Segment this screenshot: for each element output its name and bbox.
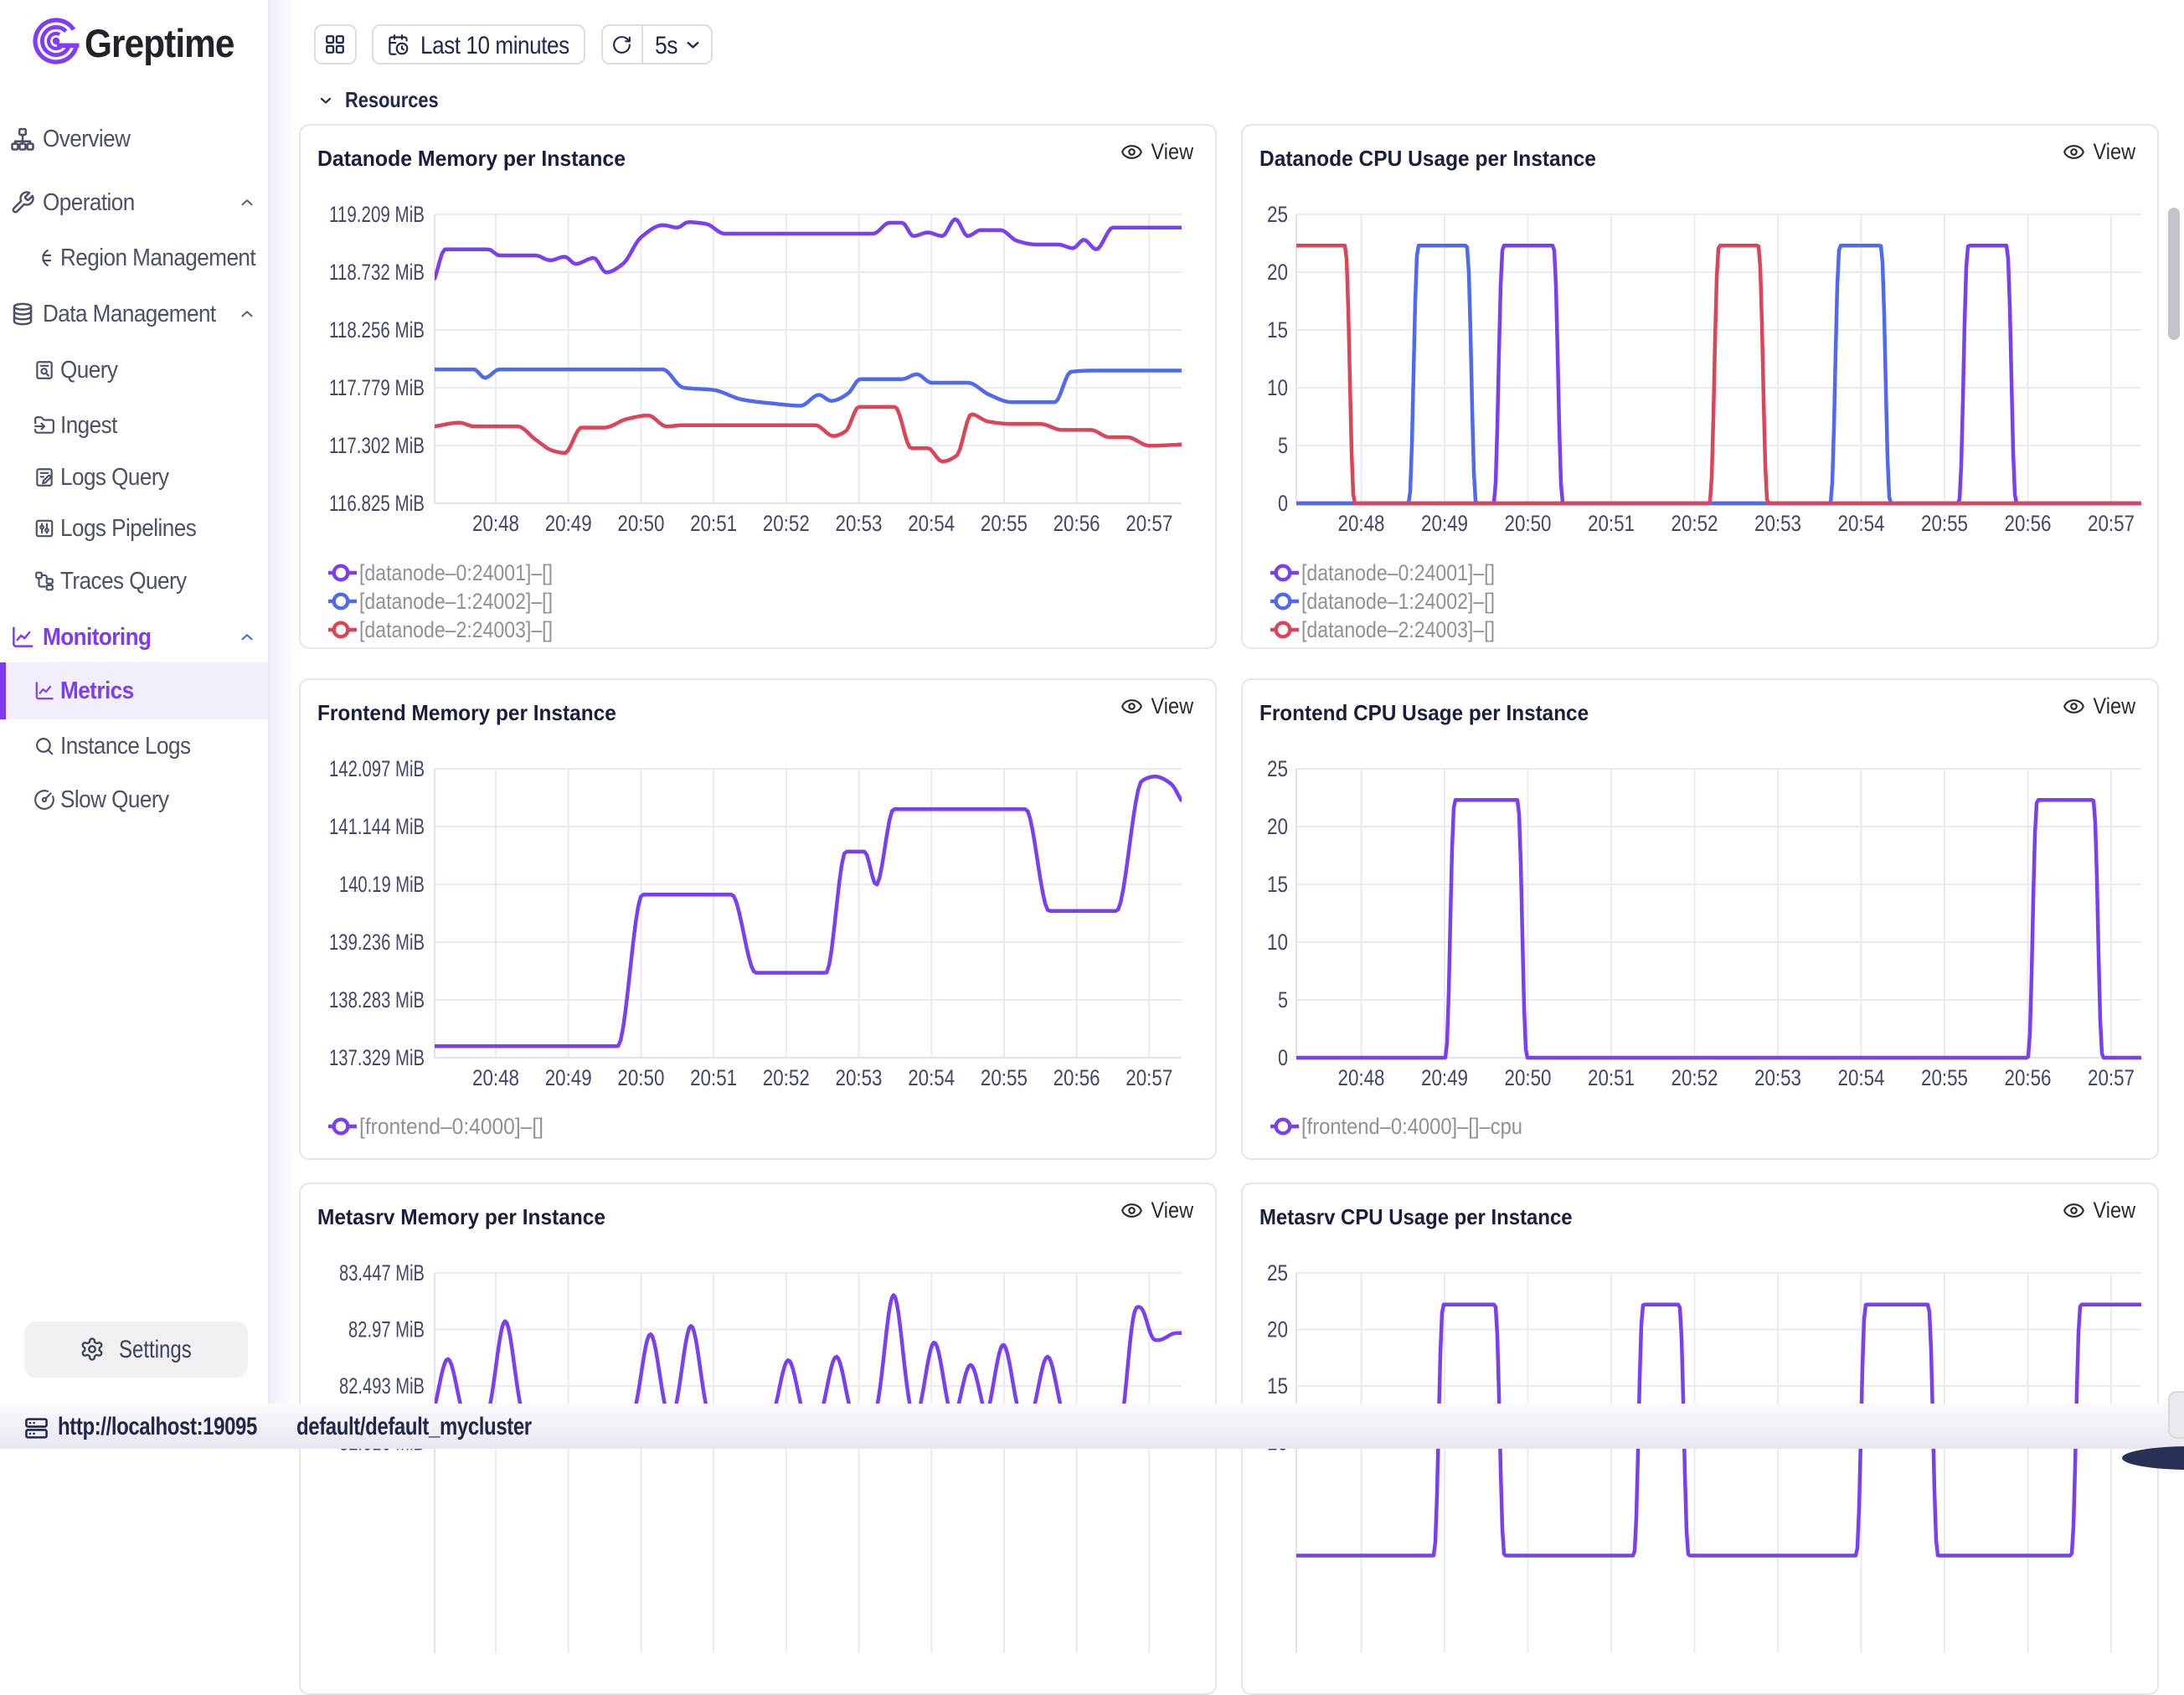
svg-text:20:54: 20:54 <box>908 1065 955 1090</box>
svg-text:139.236 MiB: 139.236 MiB <box>329 930 425 955</box>
svg-text:20:51: 20:51 <box>1588 511 1635 536</box>
svg-text:20:57: 20:57 <box>2088 511 2135 536</box>
svg-text:20:48: 20:48 <box>472 1065 519 1090</box>
svg-text:20:49: 20:49 <box>1421 511 1468 536</box>
svg-text:20:57: 20:57 <box>2088 1065 2135 1090</box>
svg-text:20:52: 20:52 <box>1671 1065 1718 1090</box>
svg-text:20:50: 20:50 <box>617 511 664 536</box>
svg-text:[datanode–1:24002]–[]: [datanode–1:24002]–[] <box>1301 589 1495 614</box>
svg-text:20:55: 20:55 <box>1921 1065 1968 1090</box>
svg-text:20:54: 20:54 <box>908 511 955 536</box>
svg-text:82.493 MiB: 82.493 MiB <box>339 1373 425 1399</box>
svg-text:25: 25 <box>1267 756 1288 781</box>
svg-text:[datanode–0:24001]–[]: [datanode–0:24001]–[] <box>359 560 553 585</box>
svg-text:20:56: 20:56 <box>1053 1065 1100 1090</box>
svg-text:20:55: 20:55 <box>1921 511 1968 536</box>
svg-text:10: 10 <box>1267 375 1288 400</box>
svg-text:20:50: 20:50 <box>1505 1065 1552 1090</box>
svg-text:20:54: 20:54 <box>1838 511 1885 536</box>
svg-text:20:55: 20:55 <box>981 1065 1028 1090</box>
svg-text:15: 15 <box>1267 1373 1288 1399</box>
svg-text:20:56: 20:56 <box>1053 511 1100 536</box>
svg-text:20:51: 20:51 <box>690 1065 737 1090</box>
svg-text:10: 10 <box>1267 930 1288 955</box>
svg-text:117.302 MiB: 117.302 MiB <box>329 433 425 458</box>
svg-text:[datanode–2:24003]–[]: [datanode–2:24003]–[] <box>1301 617 1495 642</box>
svg-text:[datanode–0:24001]–[]: [datanode–0:24001]–[] <box>1301 560 1495 585</box>
svg-text:118.732 MiB: 118.732 MiB <box>329 260 425 285</box>
svg-text:25: 25 <box>1267 202 1288 227</box>
svg-text:142.097 MiB: 142.097 MiB <box>329 756 425 781</box>
svg-text:140.19 MiB: 140.19 MiB <box>339 872 425 897</box>
svg-text:20:53: 20:53 <box>836 1065 883 1090</box>
svg-text:20:57: 20:57 <box>1125 1065 1172 1090</box>
svg-text:0: 0 <box>1278 1045 1288 1070</box>
svg-text:20:48: 20:48 <box>1338 1065 1385 1090</box>
svg-text:[datanode–2:24003]–[]: [datanode–2:24003]–[] <box>359 617 553 642</box>
svg-text:20:49: 20:49 <box>545 1065 592 1090</box>
svg-text:5: 5 <box>1278 987 1288 1012</box>
svg-text:118.256 MiB: 118.256 MiB <box>329 317 425 343</box>
svg-text:[frontend–0:4000]–[]: [frontend–0:4000]–[] <box>359 1114 543 1139</box>
svg-text:20: 20 <box>1267 814 1288 839</box>
svg-text:[frontend–0:4000]–[]–cpu: [frontend–0:4000]–[]–cpu <box>1301 1114 1522 1139</box>
svg-text:20:56: 20:56 <box>2005 511 2052 536</box>
svg-text:20:48: 20:48 <box>1338 511 1385 536</box>
svg-text:5: 5 <box>1278 433 1288 458</box>
svg-text:20:49: 20:49 <box>545 511 592 536</box>
svg-text:20:51: 20:51 <box>1588 1065 1635 1090</box>
svg-text:[datanode–1:24002]–[]: [datanode–1:24002]–[] <box>359 589 553 614</box>
svg-text:20:50: 20:50 <box>617 1065 664 1090</box>
svg-text:20:54: 20:54 <box>1838 1065 1885 1090</box>
svg-text:20:53: 20:53 <box>1754 511 1801 536</box>
svg-text:20: 20 <box>1267 260 1288 285</box>
svg-text:15: 15 <box>1267 317 1288 343</box>
svg-text:20:56: 20:56 <box>2005 1065 2052 1090</box>
svg-text:20:52: 20:52 <box>763 511 810 536</box>
svg-text:20:51: 20:51 <box>690 511 737 536</box>
svg-text:119.209 MiB: 119.209 MiB <box>329 202 425 227</box>
svg-text:0: 0 <box>1278 491 1288 516</box>
svg-text:83.447 MiB: 83.447 MiB <box>339 1260 425 1285</box>
svg-text:15: 15 <box>1267 872 1288 897</box>
svg-text:20:53: 20:53 <box>836 511 883 536</box>
svg-text:141.144 MiB: 141.144 MiB <box>329 814 425 839</box>
svg-text:20:50: 20:50 <box>1505 511 1552 536</box>
svg-text:20:52: 20:52 <box>1671 511 1718 536</box>
svg-text:82.97 MiB: 82.97 MiB <box>348 1317 425 1342</box>
svg-text:20:57: 20:57 <box>1125 511 1172 536</box>
svg-text:116.825 MiB: 116.825 MiB <box>329 491 425 516</box>
svg-text:20:49: 20:49 <box>1421 1065 1468 1090</box>
svg-text:20:53: 20:53 <box>1754 1065 1801 1090</box>
svg-text:20:55: 20:55 <box>981 511 1028 536</box>
svg-text:25: 25 <box>1267 1260 1288 1285</box>
svg-text:137.329 MiB: 137.329 MiB <box>329 1045 425 1070</box>
svg-text:20: 20 <box>1267 1317 1288 1342</box>
svg-text:138.283 MiB: 138.283 MiB <box>329 987 425 1012</box>
svg-text:117.779 MiB: 117.779 MiB <box>329 375 425 400</box>
svg-text:20:48: 20:48 <box>472 511 519 536</box>
svg-text:20:52: 20:52 <box>763 1065 810 1090</box>
